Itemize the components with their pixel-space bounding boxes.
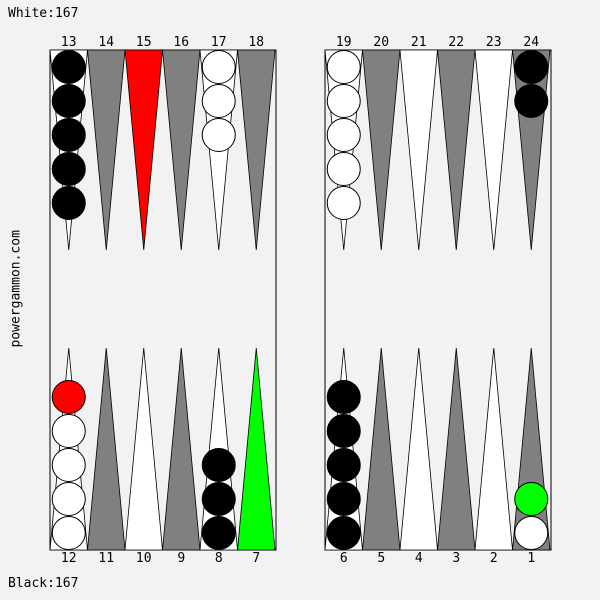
- point-number-5: 5: [377, 551, 386, 566]
- black-checker-point-24[interactable]: [514, 50, 549, 84]
- point-number-15: 15: [135, 35, 152, 50]
- point-number-4: 4: [414, 551, 423, 566]
- black-checker-point-6[interactable]: [326, 482, 361, 516]
- black-checker-point-6[interactable]: [326, 516, 361, 550]
- white-checker-point-12[interactable]: [51, 414, 86, 448]
- point-number-8: 8: [214, 551, 223, 566]
- left-board-frame: [49, 49, 277, 551]
- checkers-layer: [51, 50, 549, 550]
- point-20[interactable]: [362, 49, 401, 251]
- black-checker-point-6[interactable]: [326, 414, 361, 448]
- point-number-11: 11: [98, 551, 115, 566]
- point-9[interactable]: [162, 347, 201, 551]
- point-number-13: 13: [60, 35, 77, 50]
- black-score: Black:167: [8, 576, 79, 591]
- black-checker-point-13[interactable]: [51, 186, 86, 220]
- point-number-21: 21: [410, 35, 427, 50]
- point-7[interactable]: [237, 347, 276, 551]
- white-checker-point-17[interactable]: [201, 118, 236, 152]
- point-number-24: 24: [523, 35, 540, 50]
- point-5[interactable]: [362, 347, 401, 551]
- black-checker-point-8[interactable]: [201, 448, 236, 482]
- point-number-7: 7: [252, 551, 261, 566]
- white-checker-point-12[interactable]: [51, 516, 86, 550]
- point-number-19: 19: [335, 35, 352, 50]
- white-checker-point-17[interactable]: [201, 50, 236, 84]
- black-checker-point-13[interactable]: [51, 84, 86, 118]
- black-checker-point-6[interactable]: [326, 380, 361, 414]
- point-18[interactable]: [237, 49, 276, 251]
- white-checker-point-12[interactable]: [51, 448, 86, 482]
- points-layer: [49, 49, 551, 551]
- black-checker-point-8[interactable]: [201, 516, 236, 550]
- black-checker-point-13[interactable]: [51, 50, 86, 84]
- point-number-9: 9: [177, 551, 186, 566]
- black-checker-point-24[interactable]: [514, 84, 549, 118]
- point-16[interactable]: [162, 49, 201, 251]
- right-board-frame: [324, 49, 552, 551]
- point-21[interactable]: [399, 49, 438, 251]
- white-checker-point-1[interactable]: [514, 516, 549, 550]
- point-2[interactable]: [474, 347, 513, 551]
- point-number-20: 20: [373, 35, 390, 50]
- point-10[interactable]: [124, 347, 163, 551]
- point-number-6: 6: [339, 551, 348, 566]
- point-number-12: 12: [60, 551, 77, 566]
- point-number-17: 17: [210, 35, 227, 50]
- green-checker-point-1[interactable]: [514, 482, 549, 516]
- point-22[interactable]: [437, 49, 476, 251]
- white-checker-point-19[interactable]: [326, 118, 361, 152]
- black-checker-point-8[interactable]: [201, 482, 236, 516]
- point-11[interactable]: [87, 347, 126, 551]
- white-score: White:167: [8, 6, 79, 21]
- point-number-2: 2: [489, 551, 498, 566]
- point-number-14: 14: [98, 35, 115, 50]
- point-15[interactable]: [124, 49, 163, 251]
- point-number-18: 18: [248, 35, 265, 50]
- point-number-3: 3: [452, 551, 461, 566]
- black-checker-point-6[interactable]: [326, 448, 361, 482]
- black-checker-point-13[interactable]: [51, 118, 86, 152]
- point-number-23: 23: [485, 35, 502, 50]
- point-number-10: 10: [135, 551, 152, 566]
- red-checker-point-12[interactable]: [51, 380, 86, 414]
- point-number-16: 16: [173, 35, 190, 50]
- point-14[interactable]: [87, 49, 126, 251]
- white-checker-point-19[interactable]: [326, 186, 361, 220]
- black-checker-point-13[interactable]: [51, 152, 86, 186]
- white-checker-point-19[interactable]: [326, 84, 361, 118]
- white-checker-point-12[interactable]: [51, 482, 86, 516]
- point-23[interactable]: [474, 49, 513, 251]
- point-number-1: 1: [527, 551, 536, 566]
- point-4[interactable]: [399, 347, 438, 551]
- point-number-22: 22: [448, 35, 465, 50]
- point-3[interactable]: [437, 347, 476, 551]
- white-checker-point-19[interactable]: [326, 152, 361, 186]
- white-checker-point-17[interactable]: [201, 84, 236, 118]
- white-checker-point-19[interactable]: [326, 50, 361, 84]
